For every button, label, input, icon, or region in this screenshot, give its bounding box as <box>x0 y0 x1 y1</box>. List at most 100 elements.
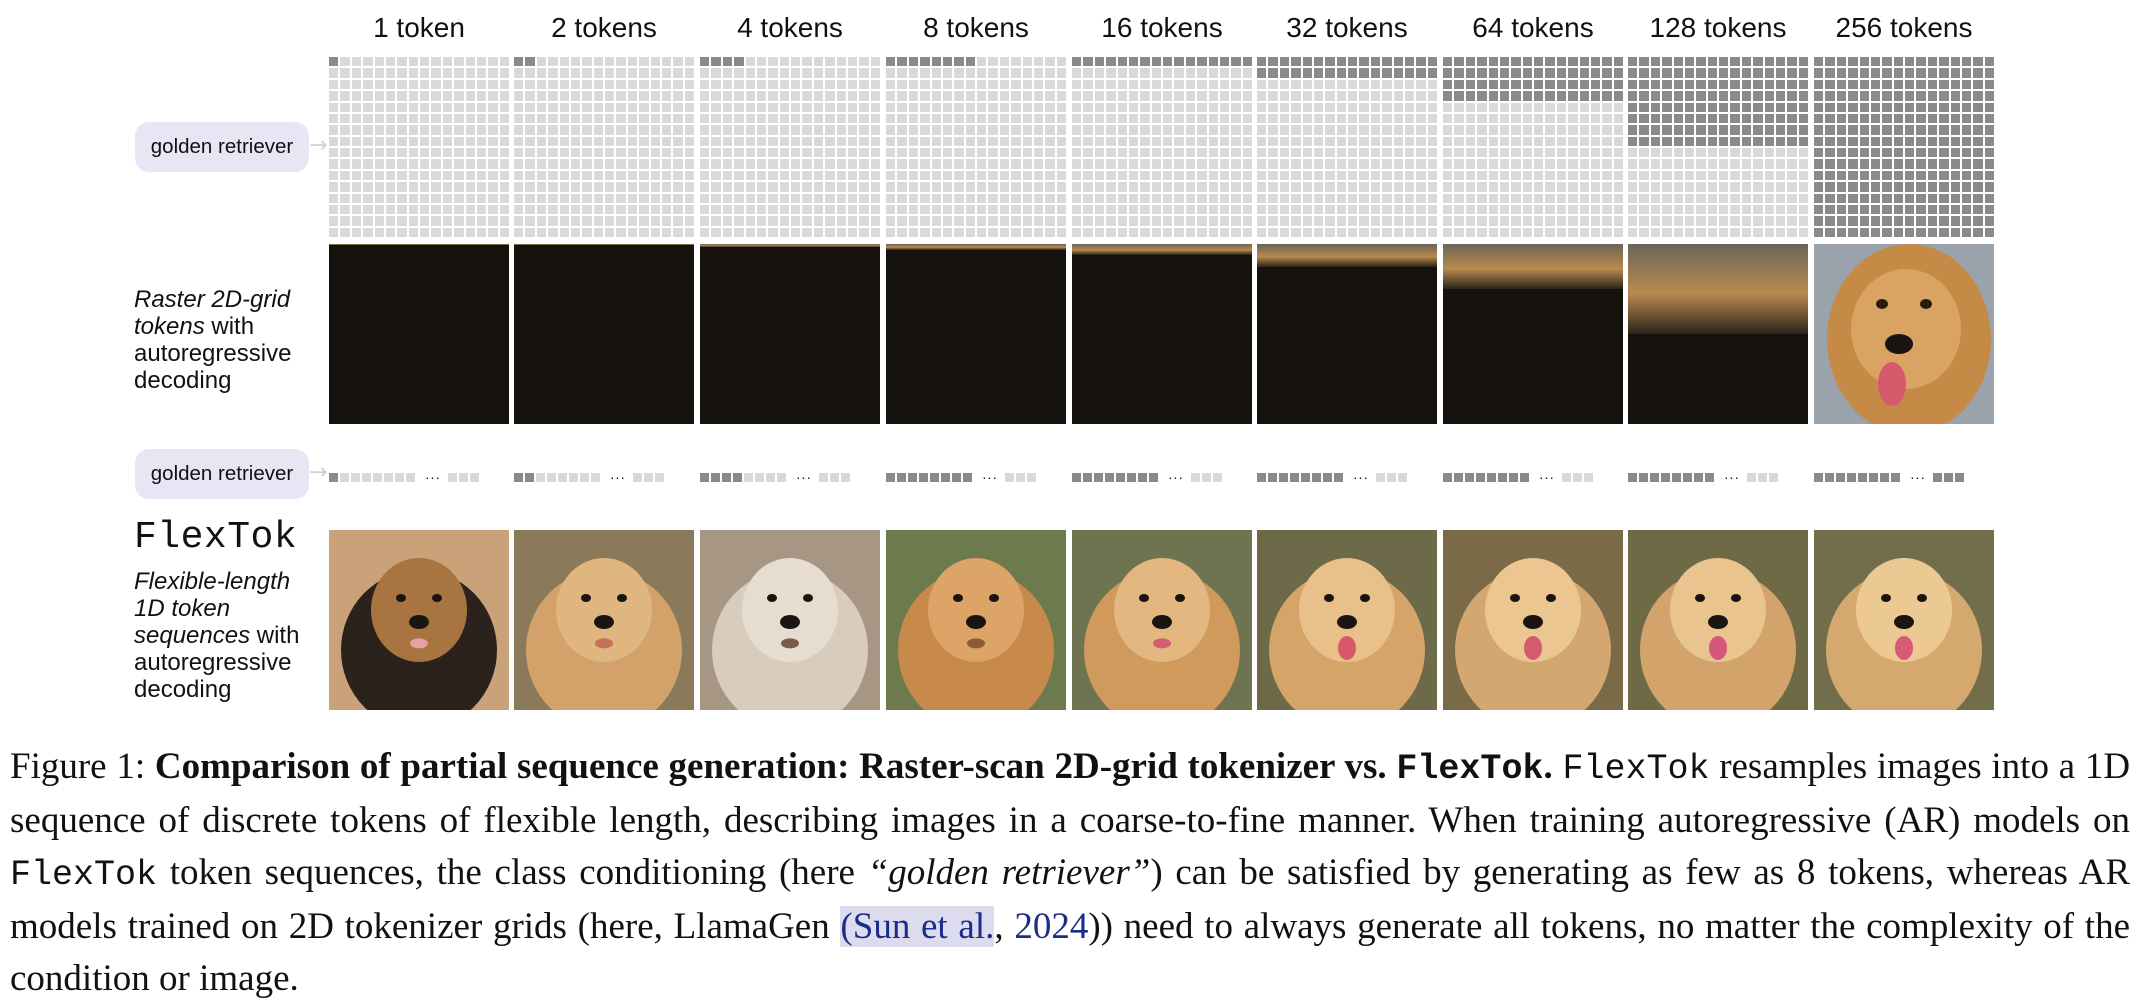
token-cell <box>363 182 373 192</box>
token-cell <box>931 193 941 203</box>
token-cell <box>1579 102 1589 112</box>
token-cell <box>465 193 475 203</box>
token-cell <box>1117 193 1127 203</box>
token-cell <box>1973 148 1983 158</box>
token-cell <box>442 182 453 192</box>
token-cell <box>1128 204 1139 215</box>
token-cell <box>1208 170 1218 181</box>
token-cell <box>476 204 487 215</box>
token-cell <box>1231 227 1241 237</box>
citation-link[interactable]: (Sun et al. <box>840 906 995 947</box>
token-cell <box>1534 148 1544 158</box>
token-cell <box>1916 113 1926 124</box>
token-cell <box>1094 136 1105 146</box>
token-cell <box>1348 102 1358 112</box>
token-cell <box>1465 204 1476 215</box>
token-cell <box>476 170 487 181</box>
token-cell <box>1707 102 1717 112</box>
token-cell <box>836 79 846 90</box>
token-square <box>1932 472 1942 482</box>
token-cell <box>700 204 710 215</box>
token-cell <box>442 91 453 101</box>
token-cell <box>1056 125 1066 135</box>
token-cell <box>1477 193 1487 203</box>
token-cell <box>1208 182 1218 192</box>
token-cell <box>1984 148 1994 158</box>
token-cell <box>1197 170 1207 181</box>
token-cell <box>1443 204 1453 215</box>
token-cell <box>886 57 896 67</box>
token-cell <box>1511 216 1521 226</box>
token-cell <box>1336 57 1346 67</box>
token-cell <box>1465 57 1476 67</box>
token-cell <box>977 159 987 169</box>
token-cell <box>908 102 919 112</box>
token-cell <box>397 91 407 101</box>
token-cell <box>1291 125 1301 135</box>
token-cell <box>988 170 998 181</box>
token-cell <box>1650 68 1661 78</box>
token-cell <box>454 57 464 67</box>
token-cell <box>836 102 846 112</box>
token-cell <box>711 125 721 135</box>
token-cell <box>616 159 626 169</box>
token-cell <box>1950 57 1960 67</box>
token-cell <box>886 148 896 158</box>
token-cell <box>1836 182 1847 192</box>
token-cell <box>1696 193 1706 203</box>
token-cell <box>593 193 603 203</box>
token-cell <box>1128 193 1139 203</box>
token-cell <box>1775 91 1786 101</box>
token-cell <box>673 148 683 158</box>
token-cell <box>965 159 975 169</box>
token-cell <box>1257 148 1267 158</box>
token-cell <box>1859 193 1869 203</box>
raster-label-italic: Raster 2D-grid tokens <box>134 286 291 340</box>
token-cell <box>1662 113 1672 124</box>
token-cell <box>836 204 846 215</box>
token-cell <box>768 57 778 67</box>
dog-portrait-graphic <box>1257 530 1437 710</box>
token-cell <box>1905 79 1915 90</box>
token-cell <box>711 113 721 124</box>
token-cell <box>870 68 880 78</box>
token-cell <box>593 102 603 112</box>
token-cell <box>1579 91 1589 101</box>
token-cell <box>1336 68 1346 78</box>
token-cell <box>1696 102 1706 112</box>
token-cell <box>1764 182 1774 192</box>
token-square <box>1397 472 1407 482</box>
token-cell <box>605 125 615 135</box>
token-cell <box>420 159 430 169</box>
token-cell <box>1128 136 1139 146</box>
token-cell <box>1730 170 1740 181</box>
token-cell <box>1870 193 1881 203</box>
token-cell <box>1859 91 1869 101</box>
token-cell <box>1454 148 1464 158</box>
token-cell <box>329 204 339 215</box>
token-cell <box>977 182 987 192</box>
token-cell <box>374 113 384 124</box>
token-cell <box>954 193 964 203</box>
token-square <box>340 472 349 482</box>
token-cell <box>931 148 941 158</box>
token-cell <box>684 227 694 237</box>
citation-year-link[interactable]: 2024 <box>1014 906 1089 947</box>
token-cell <box>1639 68 1649 78</box>
token-cell <box>1117 113 1127 124</box>
token-cell <box>920 170 930 181</box>
token-cell <box>954 227 964 237</box>
token-cell <box>1741 170 1752 181</box>
token-cell <box>1151 159 1161 169</box>
token-cell <box>1859 159 1869 169</box>
token-cell <box>1707 57 1717 67</box>
token-cell <box>1083 148 1093 158</box>
token-cell <box>559 136 569 146</box>
token-cell <box>1662 182 1672 192</box>
token-cell <box>1499 170 1510 181</box>
token-cell <box>722 193 733 203</box>
token-cell <box>1556 193 1567 203</box>
token-cell <box>465 216 475 226</box>
token-cell <box>825 102 835 112</box>
token-cell <box>1499 193 1510 203</box>
